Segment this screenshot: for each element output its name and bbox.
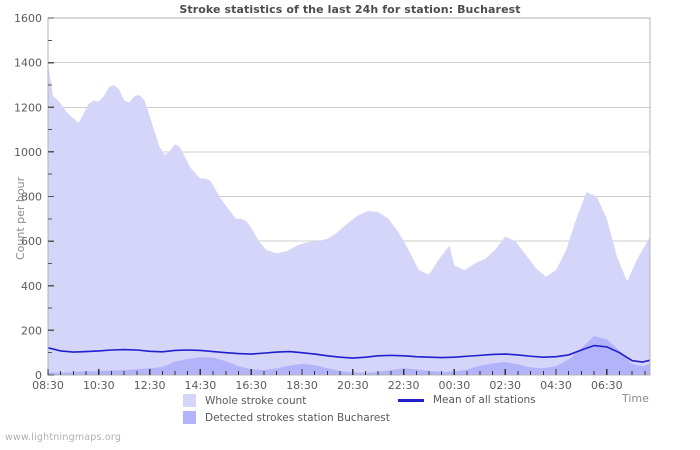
- legend-item-mean-of-all-stations: Mean of all stations: [398, 394, 536, 406]
- svg-text:22:30: 22:30: [388, 379, 420, 392]
- svg-text:18:30: 18:30: [286, 379, 318, 392]
- y-axis-label: Count per hour: [14, 176, 27, 260]
- legend-label-detected-strokes: Detected strokes station Bucharest: [205, 411, 390, 424]
- svg-text:1600: 1600: [14, 12, 42, 25]
- svg-text:02:30: 02:30: [489, 379, 521, 392]
- svg-text:16:30: 16:30: [235, 379, 267, 392]
- svg-text:10:30: 10:30: [83, 379, 115, 392]
- legend-swatch-whole-stroke-count: [183, 394, 196, 407]
- chart-title: Stroke statistics of the last 24h for st…: [179, 3, 521, 16]
- x-axis-label: Time: [622, 392, 649, 405]
- svg-text:1000: 1000: [14, 146, 42, 159]
- legend-line-mean-of-all-stations: [398, 398, 424, 402]
- svg-text:0: 0: [35, 369, 42, 382]
- watermark-text: www.lightningmaps.org: [5, 432, 122, 443]
- svg-text:600: 600: [21, 235, 42, 248]
- svg-text:1400: 1400: [14, 57, 42, 70]
- svg-text:1200: 1200: [14, 101, 42, 114]
- svg-text:20:30: 20:30: [337, 379, 369, 392]
- legend-swatch-detected-strokes: [183, 411, 196, 424]
- chart-legend: Whole stroke count Mean of all stations …: [0, 392, 700, 426]
- svg-text:12:30: 12:30: [134, 379, 166, 392]
- svg-text:04:30: 04:30: [540, 379, 572, 392]
- svg-text:800: 800: [21, 191, 42, 204]
- mean-line-series: [48, 344, 650, 363]
- y-axis-ticks: 0 200 400 600 800 1000 1200 1400 1600: [14, 12, 54, 382]
- svg-text:200: 200: [21, 324, 42, 337]
- svg-text:06:30: 06:30: [591, 379, 623, 392]
- area-series-layer: [48, 64, 650, 375]
- legend-item-detected-strokes: Detected strokes station Bucharest: [183, 411, 390, 424]
- legend-label-mean-of-all-stations: Mean of all stations: [433, 394, 536, 406]
- legend-item-whole-stroke-count: Whole stroke count: [183, 394, 306, 407]
- svg-text:08:30: 08:30: [32, 379, 64, 392]
- x-axis-ticks: 08:30 10:30 12:30 14:30 16:30 18:30 20:30 22:30…: [32, 369, 646, 392]
- svg-text:14:30: 14:30: [185, 379, 217, 392]
- legend-label-whole-stroke-count: Whole stroke count: [205, 394, 307, 407]
- svg-text:00:30: 00:30: [439, 379, 471, 392]
- svg-text:400: 400: [21, 280, 42, 293]
